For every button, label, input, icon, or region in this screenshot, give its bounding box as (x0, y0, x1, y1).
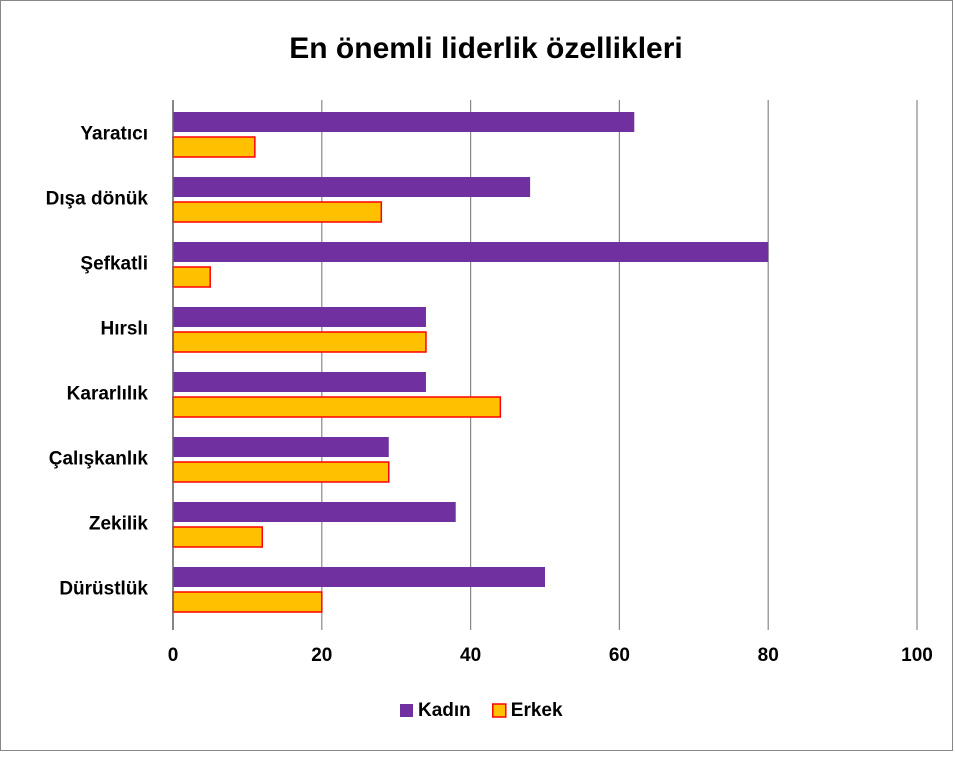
x-tick-label: 80 (758, 645, 779, 666)
bar (173, 307, 426, 327)
y-tick-label: Kararlılık (67, 384, 149, 405)
x-tick-label: 0 (168, 645, 179, 666)
y-tick-label: Dışa dönük (46, 189, 149, 210)
legend-label: Kadın (418, 700, 471, 721)
bar (172, 591, 323, 613)
x-tick-label: 20 (311, 645, 332, 666)
y-tick-label: Şefkatli (80, 254, 148, 275)
y-tick-label: Dürüstlük (59, 579, 148, 600)
y-tick-label: Çalışkanlık (49, 449, 149, 470)
legend-swatch (400, 704, 413, 717)
chart-title: En önemli liderlik özellikleri (289, 32, 682, 65)
x-tick-label: 40 (460, 645, 481, 666)
bar (173, 112, 635, 132)
y-tick-label: Zekilik (89, 514, 149, 535)
bar (172, 461, 390, 483)
bar (173, 567, 545, 587)
bar (173, 437, 389, 457)
x-tick-label: 60 (609, 645, 630, 666)
bar (172, 331, 427, 353)
x-tick-label: 100 (901, 645, 933, 666)
y-tick-label: Hırslı (100, 319, 148, 340)
bar (172, 526, 264, 548)
legend-label: Erkek (511, 700, 563, 721)
bar (172, 396, 502, 418)
bar (173, 242, 769, 262)
bar (172, 266, 211, 288)
bar (173, 177, 531, 197)
bar (173, 372, 426, 392)
bar (172, 201, 383, 223)
bar (172, 136, 256, 158)
bar (173, 502, 456, 522)
y-tick-label: Yaratıcı (80, 124, 148, 145)
legend-swatch (492, 703, 507, 718)
